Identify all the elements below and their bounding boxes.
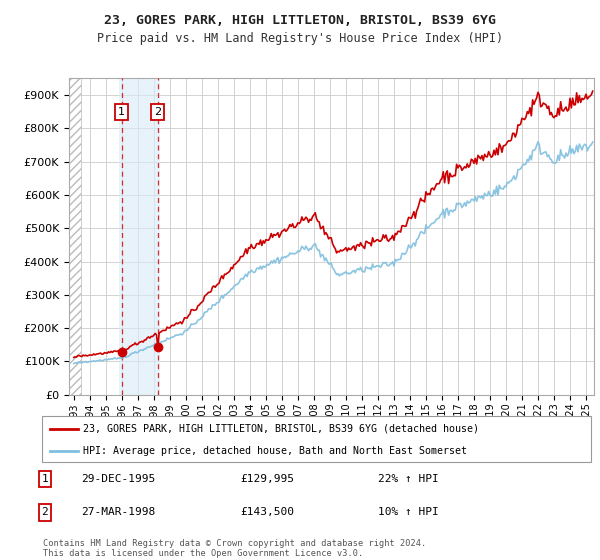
Text: 23, GORES PARK, HIGH LITTLETON, BRISTOL, BS39 6YG (detached house): 23, GORES PARK, HIGH LITTLETON, BRISTOL,… bbox=[83, 424, 479, 434]
Text: 23, GORES PARK, HIGH LITTLETON, BRISTOL, BS39 6YG: 23, GORES PARK, HIGH LITTLETON, BRISTOL,… bbox=[104, 14, 496, 27]
Text: 1: 1 bbox=[41, 474, 49, 484]
Text: 22% ↑ HPI: 22% ↑ HPI bbox=[378, 474, 439, 484]
Bar bbox=[119, 78, 160, 395]
Text: £129,995: £129,995 bbox=[240, 474, 294, 484]
Text: 27-MAR-1998: 27-MAR-1998 bbox=[81, 507, 155, 517]
Text: 29-DEC-1995: 29-DEC-1995 bbox=[81, 474, 155, 484]
Text: 1: 1 bbox=[118, 106, 125, 116]
Text: 2: 2 bbox=[41, 507, 49, 517]
Text: 10% ↑ HPI: 10% ↑ HPI bbox=[378, 507, 439, 517]
Text: 2: 2 bbox=[154, 106, 161, 116]
Text: HPI: Average price, detached house, Bath and North East Somerset: HPI: Average price, detached house, Bath… bbox=[83, 446, 467, 455]
FancyBboxPatch shape bbox=[42, 416, 591, 462]
Text: Price paid vs. HM Land Registry's House Price Index (HPI): Price paid vs. HM Land Registry's House … bbox=[97, 32, 503, 45]
Bar bbox=[66, 78, 80, 395]
Text: Contains HM Land Registry data © Crown copyright and database right 2024.
This d: Contains HM Land Registry data © Crown c… bbox=[43, 539, 427, 558]
Text: £143,500: £143,500 bbox=[240, 507, 294, 517]
